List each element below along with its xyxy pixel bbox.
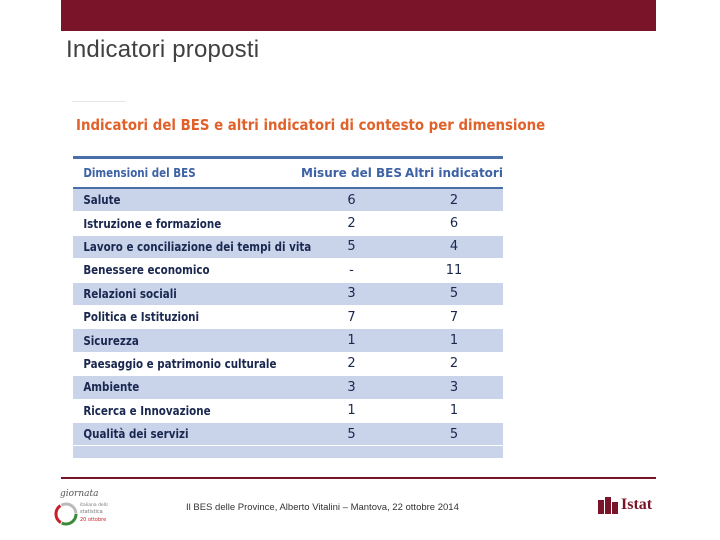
row-altri-count: 2 [449,356,459,372]
table-row: Relazioni sociali 3 5 [73,282,503,306]
table-row: Politica e Istituzioni 7 7 [73,305,503,330]
slide-title: Indicatori proposti [66,36,260,63]
istat-wordmark: Istat [621,496,653,513]
row-bes-count: 5 [347,239,356,255]
row-altri-count: 2 [449,192,459,208]
footer-divider [61,477,656,479]
row-dimension: Ambiente [83,380,140,395]
row-altri-count: 5 [449,286,459,302]
row-altri-count: 6 [449,216,459,232]
table-header: Dimensioni del BES Misure del BES Altri … [73,159,503,189]
row-dimension: Lavoro e conciliazione dei tempi di vita [83,239,312,254]
footer-caption: Il BES delle Province, Alberto Vitalini … [186,502,459,513]
table-row: Paesaggio e patrimonio culturale 2 2 [73,352,503,377]
row-altri-count: 5 [449,426,459,442]
row-altri-count: 1 [449,333,459,349]
table-header-rule [73,156,503,159]
table-row: Benessere economico - 11 [73,259,503,283]
row-bes-count: - [349,262,354,278]
bes-table: Dimensioni del BES Misure del BES Altri … [73,156,503,459]
svg-text:20 ottobre: 20 ottobre [80,517,106,523]
row-dimension: Relazioni sociali [83,286,177,301]
row-dimension: Benessere economico [83,263,210,278]
row-dimension: Salute [83,193,121,208]
row-altri-count: 3 [449,379,459,395]
table-row: Salute 6 2 [73,189,503,213]
row-bes-count: 2 [347,356,356,372]
column-header-altri: Altri indicatori [405,166,503,180]
row-bes-count: 3 [347,286,356,302]
giornata-statistica-logo-icon: giornata italiana della statistica 20 ot… [54,489,109,526]
table-row: Qualità dei servizi 5 5 [73,422,503,447]
svg-text:statistica: statistica [80,509,103,515]
table-row: Ricerca e Innovazione 1 1 [73,399,503,423]
row-dimension: Ricerca e Innovazione [83,403,211,418]
row-altri-count: 4 [449,239,459,255]
table-row: Istruzione e formazione 2 6 [73,212,503,236]
row-dimension: Paesaggio e patrimonio culturale [83,356,277,371]
table-title: Indicatori del BES e altri indicatori di… [76,116,546,134]
row-bes-count: 6 [347,192,356,208]
top-banner [61,0,656,31]
row-bes-count: 7 [347,309,356,325]
column-header-bes: Misure del BES [301,166,402,180]
svg-text:giornata: giornata [60,489,99,499]
row-altri-count: 7 [449,309,459,325]
divider [72,101,126,102]
row-bes-count: 2 [347,216,356,232]
row-bes-count: 5 [347,426,356,442]
table-row: Ambiente 3 3 [73,376,503,400]
svg-text:italiana della: italiana della [80,502,108,508]
table-row: Sicurezza 1 1 [73,329,503,353]
row-bes-count: 1 [347,403,356,419]
istat-logo-icon [598,497,618,514]
row-altri-count: 1 [449,403,459,419]
row-dimension: Politica e Istituzioni [83,310,200,325]
table-bottom-band [73,446,503,459]
istat-logo: Istat [598,495,652,515]
table-row: Lavoro e conciliazione dei tempi di vita… [73,235,503,260]
row-altri-count: 11 [445,262,463,278]
row-dimension: Sicurezza [83,333,139,348]
row-dimension: Qualità dei servizi [83,427,189,442]
giornata-statistica-logo: giornata italiana della statistica 20 ot… [52,486,109,530]
row-dimension: Istruzione e formazione [83,216,222,231]
row-bes-count: 1 [347,333,356,349]
row-bes-count: 3 [347,379,356,395]
column-header-dimension: Dimensioni del BES [83,166,196,180]
